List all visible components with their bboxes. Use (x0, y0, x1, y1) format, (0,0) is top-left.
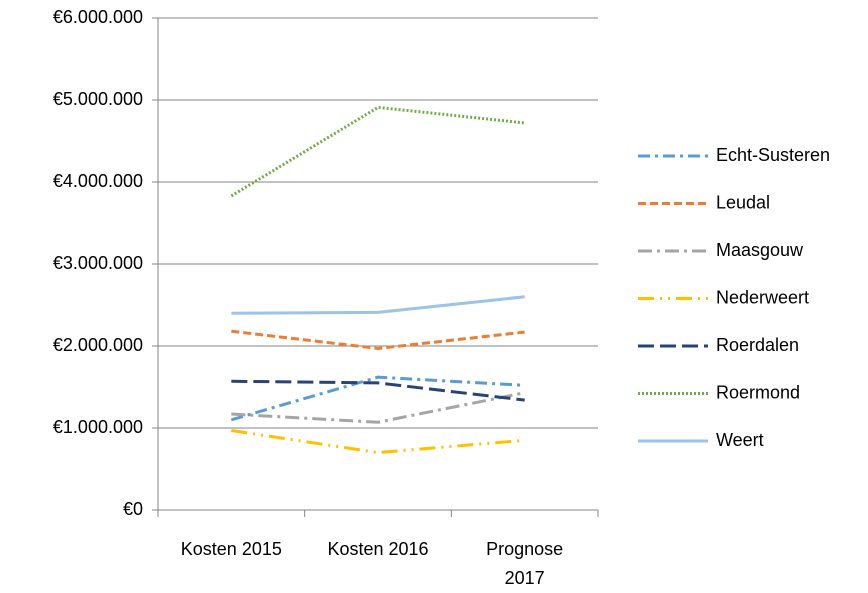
x-tick-label: Prognose 2017 (486, 539, 564, 588)
y-tick-label: €4.000.000 (53, 171, 143, 191)
y-tick-label: €2.000.000 (53, 335, 143, 355)
y-tick-label: €5.000.000 (53, 89, 143, 109)
y-tick-label: €6.000.000 (53, 7, 143, 27)
legend-label: Roerdalen (716, 335, 799, 355)
legend-label: Weert (716, 430, 764, 450)
legend-label: Nederweert (716, 287, 809, 307)
y-tick-label: €0 (123, 499, 143, 519)
series-line (230, 375, 525, 422)
series-line (231, 379, 525, 402)
y-tick-label: €1.000.000 (53, 417, 143, 437)
legend-label: Maasgouw (716, 240, 804, 260)
y-tick-label: €3.000.000 (53, 253, 143, 273)
series-line (231, 295, 525, 315)
x-tick-label: Kosten 2015 (180, 539, 282, 559)
legend-label: Roermond (716, 382, 800, 402)
series-line (231, 391, 525, 424)
series-line (231, 428, 525, 455)
legend-label: Echt-Susteren (716, 145, 830, 165)
legend-label: Leudal (716, 192, 770, 212)
x-tick-label: Kosten 2016 (327, 539, 429, 559)
series-line (230, 105, 525, 198)
series-line (231, 329, 525, 350)
